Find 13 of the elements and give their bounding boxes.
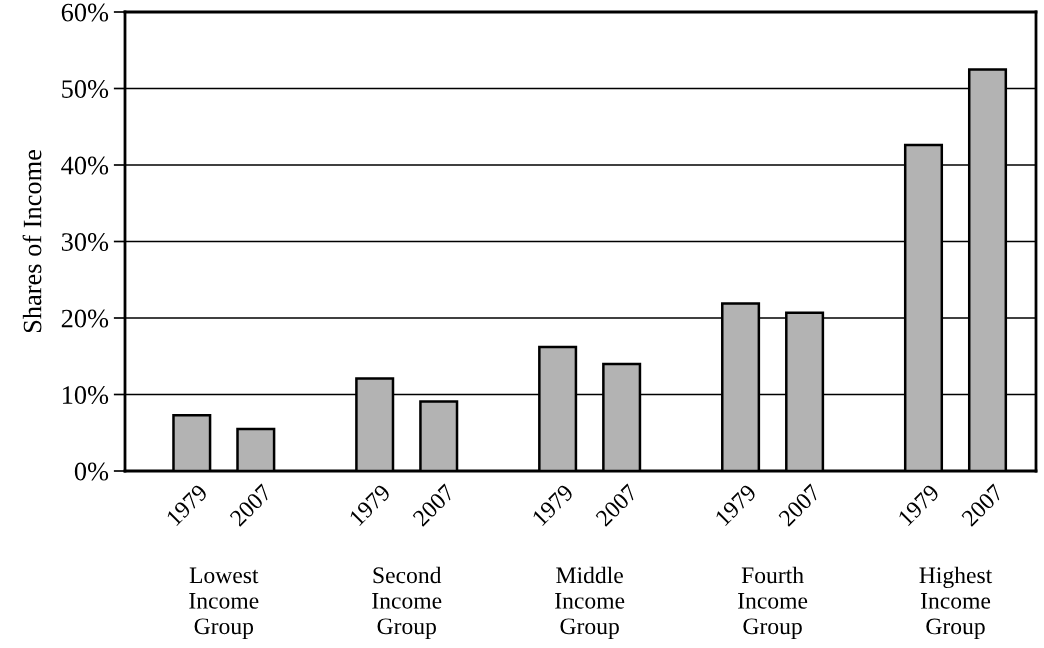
y-tick-label: 30%: [61, 233, 109, 251]
y-tick-label: 60%: [61, 3, 109, 22]
y-tick-label: 0%: [74, 462, 109, 481]
x-tick-label: Middle Income Group: [555, 566, 625, 640]
y-tick-label: 10%: [62, 386, 109, 404]
x-tick-label: Second Income Group: [372, 566, 442, 640]
y-tick-label: 20%: [61, 309, 109, 328]
x-tick-label: Lowest Income Group: [189, 567, 259, 640]
x-tick-label: Fourth Income Group: [738, 566, 808, 640]
y-axis-title: Shares of Income: [22, 150, 42, 333]
y-tick-label: 40%: [61, 156, 109, 175]
x-tick-label: Highest Income Group: [919, 566, 993, 640]
y-tick-label: 50%: [62, 80, 109, 98]
